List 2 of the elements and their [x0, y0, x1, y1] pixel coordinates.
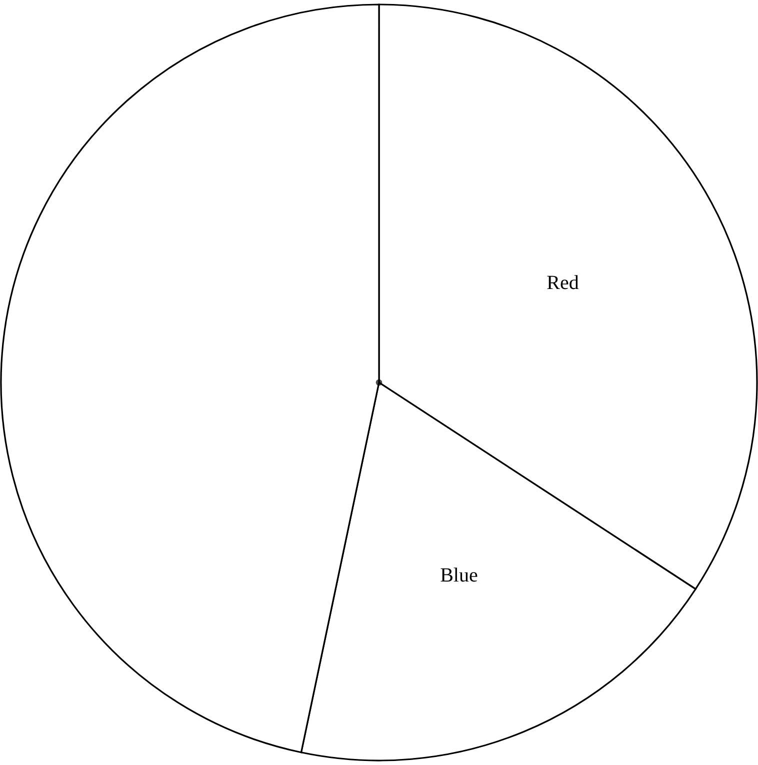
slice-label: Red: [546, 272, 579, 294]
slice-label: Blue: [440, 564, 478, 587]
